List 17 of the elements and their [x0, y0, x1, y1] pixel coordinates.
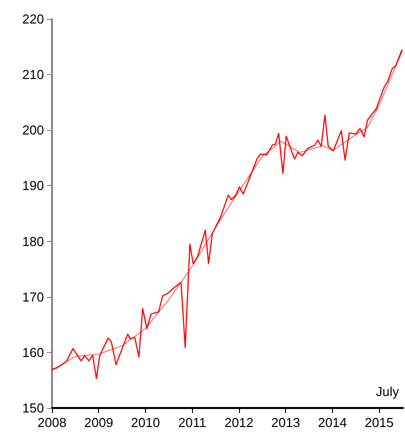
- x-tick-label: 2014: [318, 415, 347, 430]
- annotation: July: [376, 384, 400, 399]
- x-tick-label: 2015: [364, 415, 394, 430]
- y-tick-label: 180: [22, 234, 44, 249]
- y-tick-label: 150: [22, 400, 44, 416]
- x-tick-label: 2013: [271, 415, 300, 430]
- x-tick-label: 2009: [84, 415, 114, 430]
- y-tick-label: 210: [22, 67, 44, 82]
- x-tick-label: 2010: [131, 415, 160, 430]
- y-tick-label: 160: [22, 344, 44, 360]
- y-tick-label: 190: [22, 178, 44, 194]
- x-tick-label: 2012: [224, 415, 254, 430]
- y-tick-label: 200: [22, 122, 44, 138]
- y-tick-label: 220: [22, 12, 44, 26]
- x-tick-label: 2011: [178, 415, 206, 430]
- x-tick-label: 2008: [38, 415, 66, 430]
- y-tick-label: 170: [22, 289, 44, 304]
